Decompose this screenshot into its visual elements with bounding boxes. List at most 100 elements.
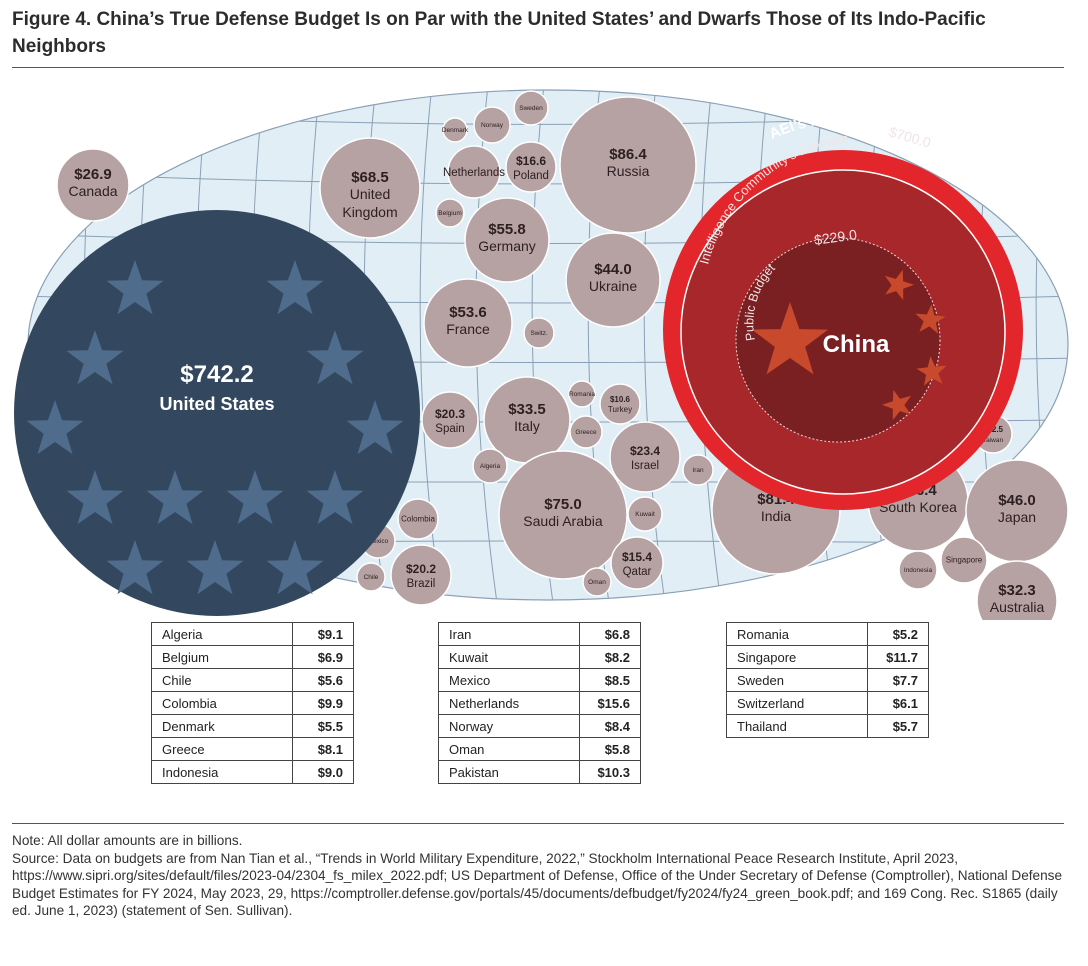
bubble-qatar <box>610 536 664 590</box>
table-row: Mexico $8.5 <box>438 668 641 692</box>
notes-section: Note: All dollar amounts are in billions… <box>12 832 1076 920</box>
country-name-cell: Mexico <box>438 668 580 692</box>
country-name-cell: Algeria <box>151 622 293 646</box>
bubble-name-algeria: Algeria <box>480 463 501 470</box>
bubble-name-chile: Chile <box>364 574 379 581</box>
country-name-cell: Oman <box>438 737 580 761</box>
bubble-denmark <box>442 117 468 143</box>
china-star-icon <box>752 302 828 375</box>
country-name-cell: Thailand <box>726 714 868 738</box>
usa-value-label: $742.2 <box>180 361 253 388</box>
bubble-name-italy: Italy <box>514 418 540 434</box>
bubble-value-israel: $23.4 <box>630 444 660 458</box>
country-name-cell: Iran <box>438 622 580 646</box>
budget-value-cell: $5.7 <box>867 714 929 738</box>
bubble-greece <box>569 415 603 449</box>
china-star-icon <box>916 356 947 386</box>
bubble-name-singapore: Singapore <box>946 556 983 565</box>
bubble-name-iran: Iran <box>692 467 704 474</box>
country-name-cell: Netherlands <box>438 691 580 715</box>
usa-star-icon <box>346 400 404 455</box>
country-name-cell: Colombia <box>151 691 293 715</box>
budget-value-cell: $6.1 <box>867 691 929 715</box>
usa-star-icon <box>306 330 364 385</box>
bubble-name-france: France <box>446 321 490 337</box>
bubble-value-taiwan: $12.5 <box>983 425 1004 434</box>
bubble-kuwait <box>627 496 663 532</box>
country-name-cell: Denmark <box>151 714 293 738</box>
usa-name-label: United States <box>159 394 274 414</box>
bubble-value-qatar: $15.4 <box>622 550 652 564</box>
aei-estimate-value: $710.6 <box>879 94 944 130</box>
bubble-netherlands <box>447 145 501 199</box>
bubble-name-turkey: Turkey <box>608 405 632 414</box>
budget-value-cell: $5.8 <box>579 737 641 761</box>
bubble-united-states <box>14 210 420 616</box>
bubble-canada <box>56 148 130 222</box>
bubble-singapore <box>940 536 988 584</box>
bubble-name-netherlands: Netherlands <box>443 167 505 179</box>
bubble-romania <box>568 380 596 408</box>
bubble-name-belgium: Belgium <box>438 210 461 217</box>
table-row: Algeria $9.1 <box>151 622 354 646</box>
bubble-germany <box>464 197 550 283</box>
bubble-australia <box>976 560 1058 620</box>
usa-star-icon <box>146 470 204 525</box>
country-name-cell: Romania <box>726 622 868 646</box>
bubble-switz <box>523 317 555 349</box>
country-name-cell: Norway <box>438 714 580 738</box>
bubble-israel <box>609 421 681 493</box>
bubble-name-australia: Australia <box>990 599 1045 615</box>
budget-value-cell: $5.2 <box>867 622 929 646</box>
china-bubble-group: China AEI’s Estimate $710.6 Intelligence… <box>663 94 1023 510</box>
table-row: Indonesia $9.0 <box>151 760 354 784</box>
map-meridian <box>419 90 443 600</box>
title-divider <box>12 67 1064 68</box>
budget-value-cell: $7.7 <box>867 668 929 692</box>
bubble-name-mexico: Mexico <box>368 538 389 545</box>
usa-star-icon <box>226 470 284 525</box>
bubble-name-taiwan: Taiwan <box>983 437 1004 444</box>
bubble-colombia <box>397 498 439 540</box>
table-row: Norway $8.4 <box>438 714 641 738</box>
bubble-chile <box>356 562 386 592</box>
bubble-oman <box>582 567 612 597</box>
table-row: Netherlands $15.6 <box>438 691 641 715</box>
table-row: Oman $5.8 <box>438 737 641 761</box>
bubble-ukraine <box>565 232 661 328</box>
bubble-name-united-kingdom: United <box>350 186 390 202</box>
bubble-name-kuwait: Kuwait <box>635 511 655 518</box>
usa-star-icon <box>106 260 164 315</box>
table-row: Denmark $5.5 <box>151 714 354 738</box>
budget-value-cell: $6.8 <box>579 622 641 646</box>
budget-value-cell: $5.6 <box>292 668 354 692</box>
bubble-value-germany: $55.8 <box>488 221 526 238</box>
bubble-name-russia: Russia <box>607 163 650 179</box>
table-row: Colombia $9.9 <box>151 691 354 715</box>
figure-title: Figure 4. China’s True Defense Budget Is… <box>12 9 986 57</box>
usa-star-icon <box>66 330 124 385</box>
bubble-iran <box>682 454 714 486</box>
bubble-name-indonesia: Indonesia <box>904 567 933 574</box>
bubble-name-sweden: Sweden <box>519 105 543 112</box>
bubble-brazil <box>390 544 452 606</box>
table-row: Kuwait $8.2 <box>438 645 641 669</box>
bubble-name-canada: Canada <box>68 183 117 199</box>
usa-star-icon <box>106 540 164 595</box>
budget-value-cell: $8.2 <box>579 645 641 669</box>
table-row: Romania $5.2 <box>726 622 929 646</box>
bubble-value-spain: $20.3 <box>435 407 465 421</box>
bubble-value-united-kingdom: $68.5 <box>351 169 389 186</box>
bubble-name-norway: Norway <box>481 122 504 129</box>
small-budget-table-2: Iran $6.8 Kuwait $8.2 Mexico $8.5 Netherlands $… <box>438 622 641 784</box>
bubble-name-oman: Oman <box>588 579 606 586</box>
bubble-name-denmark: Denmark <box>442 127 469 134</box>
usa-star-icon <box>266 260 324 315</box>
bubble-value-poland: $16.6 <box>516 154 546 168</box>
bubble-name-switz: Switz. <box>530 330 548 337</box>
country-name-cell: Greece <box>151 737 293 761</box>
china-star-icon <box>915 304 946 334</box>
budget-value-cell: $15.6 <box>579 691 641 715</box>
bubble-name-ukraine: Ukraine <box>589 278 637 294</box>
